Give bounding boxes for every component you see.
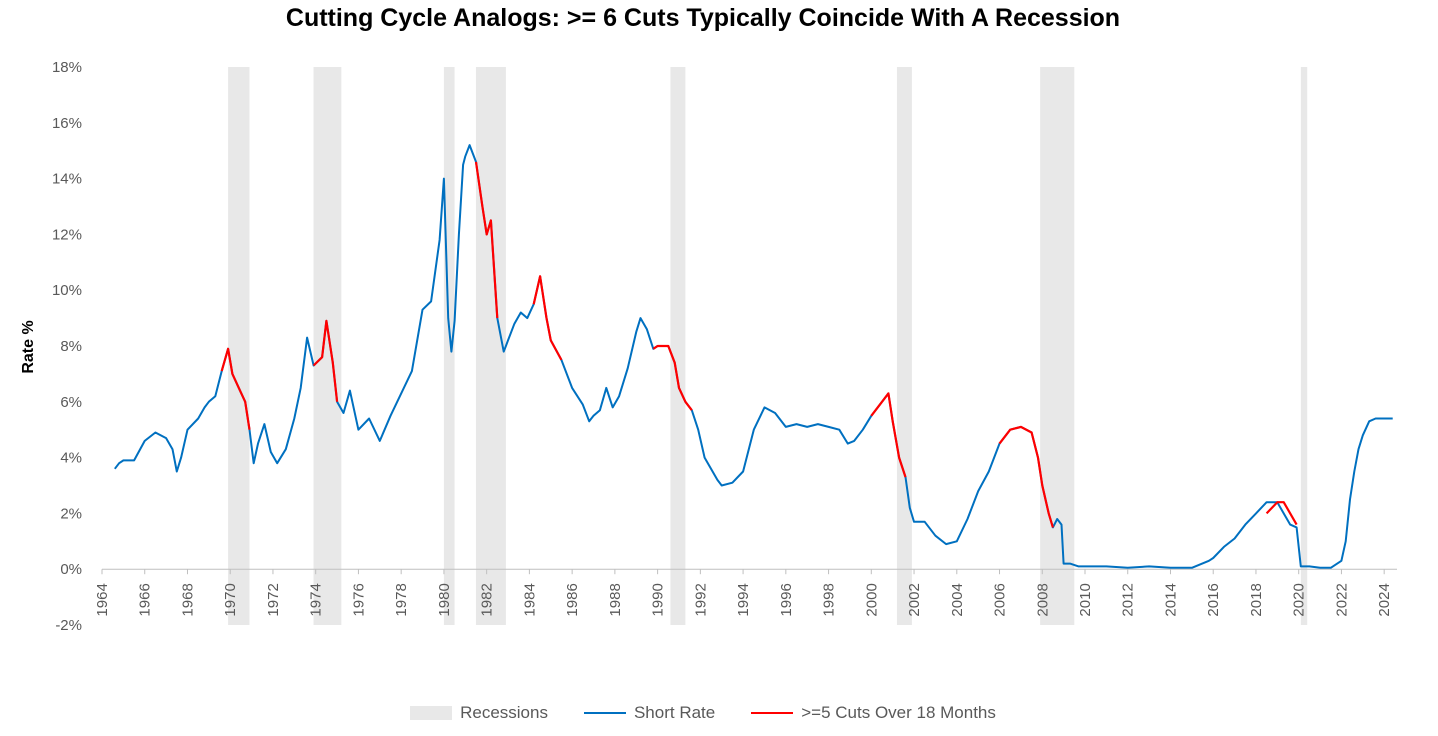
legend: Recessions Short Rate >=5 Cuts Over 18 M… [0, 703, 1406, 723]
legend-swatch-short-rate [583, 712, 626, 714]
x-tick-label-2016: 2016 [1205, 583, 1222, 616]
y-tick-label-2: 2% [60, 505, 82, 522]
x-tick-label-2018: 2018 [1248, 583, 1265, 616]
labels-layer: 1964 1966 1968 1970 1972 1974 1976 1978 1980 1982… [52, 59, 1393, 634]
x-tick-label-1984: 1984 [521, 583, 538, 616]
y-tick-label-16: 16% [52, 115, 82, 132]
recession-band-0 [228, 67, 250, 625]
series-line-cuts-segment-4 [652, 344, 693, 411]
axes-layer [101, 568, 1397, 575]
y-tick-label-6: 6% [60, 394, 82, 411]
legend-swatch-recessions [410, 706, 453, 720]
x-tick-label-1970: 1970 [222, 583, 239, 616]
legend-label-short-rate: Short Rate [633, 703, 716, 722]
y-tick-label-4: 4% [60, 450, 82, 467]
recession-band-5 [896, 67, 912, 625]
series-layer [114, 144, 1393, 569]
y-tick-label-14: 14% [52, 171, 82, 188]
y-tick-label-18: 18% [52, 59, 82, 76]
x-tick-label-1988: 1988 [607, 583, 624, 616]
legend-item-short-rate: Short Rate [583, 703, 716, 723]
x-tick-label-2024: 2024 [1376, 583, 1393, 616]
x-tick-label-2020: 2020 [1291, 583, 1308, 616]
y-tick-label-12: 12% [52, 226, 82, 243]
recessions-layer [228, 67, 1308, 625]
recession-band-3 [475, 67, 506, 625]
x-tick-label-2006: 2006 [992, 583, 1009, 616]
x-tick-label-1998: 1998 [821, 583, 838, 616]
legend-swatch-cuts [751, 712, 794, 714]
series-line-cuts-segment-0 [220, 347, 251, 430]
series-line-cuts-segment-6 [998, 425, 1054, 528]
x-tick-label-2014: 2014 [1162, 583, 1179, 616]
recession-band-1 [313, 67, 342, 625]
series-line-cuts-segment-7 [1265, 501, 1298, 526]
series-line-cuts-segment-5 [870, 392, 907, 478]
legend-item-cuts: >=5 Cuts Over 18 Months [751, 703, 996, 723]
x-tick-label-2012: 2012 [1120, 583, 1137, 616]
x-tick-label-2008: 2008 [1034, 583, 1051, 616]
x-tick-label-1978: 1978 [393, 583, 410, 616]
y-tick-label-8: 8% [60, 338, 82, 355]
y-tick-label--2: -2% [55, 617, 82, 634]
x-tick-label-1974: 1974 [308, 583, 325, 616]
series-line-cuts-segment-1 [312, 319, 339, 402]
x-tick-label-1992: 1992 [692, 583, 709, 616]
x-tick-label-2010: 2010 [1077, 583, 1094, 616]
series-line-cuts-segment-2 [474, 161, 499, 319]
x-tick-label-2002: 2002 [906, 583, 923, 616]
y-tick-label-0: 0% [60, 561, 82, 578]
x-tick-label-1982: 1982 [479, 583, 496, 616]
x-tick-label-1976: 1976 [350, 583, 367, 616]
chart-area: 1964 1966 1968 1970 1972 1974 1976 1978 1980 1982… [20, 59, 1397, 634]
x-tick-label-1972: 1972 [265, 583, 282, 616]
y-tick-label-10: 10% [52, 282, 82, 299]
x-tick-label-1994: 1994 [735, 583, 752, 616]
x-tick-label-1980: 1980 [436, 583, 453, 616]
x-tick-label-1986: 1986 [564, 583, 581, 616]
x-tick-label-2004: 2004 [949, 583, 966, 616]
series-line-cuts-segment-3 [532, 275, 563, 361]
x-tick-label-1968: 1968 [179, 583, 196, 616]
chart-title: Cutting Cycle Analogs: >= 6 Cuts Typical… [285, 4, 1121, 32]
y-axis-label: Rate % [20, 320, 37, 373]
x-tick-label-1964: 1964 [94, 583, 111, 616]
x-tick-label-1990: 1990 [650, 583, 667, 616]
recession-band-6 [1040, 67, 1075, 625]
x-tick-label-2000: 2000 [863, 583, 880, 616]
recession-band-2 [443, 67, 455, 625]
recession-band-4 [670, 67, 686, 625]
x-tick-label-2022: 2022 [1333, 583, 1350, 616]
x-tick-label-1966: 1966 [137, 583, 154, 616]
recession-band-7 [1300, 67, 1308, 625]
legend-item-recessions: Recessions [410, 703, 548, 723]
legend-label-recessions: Recessions [460, 703, 548, 722]
x-tick-label-1996: 1996 [778, 583, 795, 616]
series-line-short-rate [114, 144, 1393, 569]
legend-label-cuts: >=5 Cuts Over 18 Months [801, 703, 996, 722]
